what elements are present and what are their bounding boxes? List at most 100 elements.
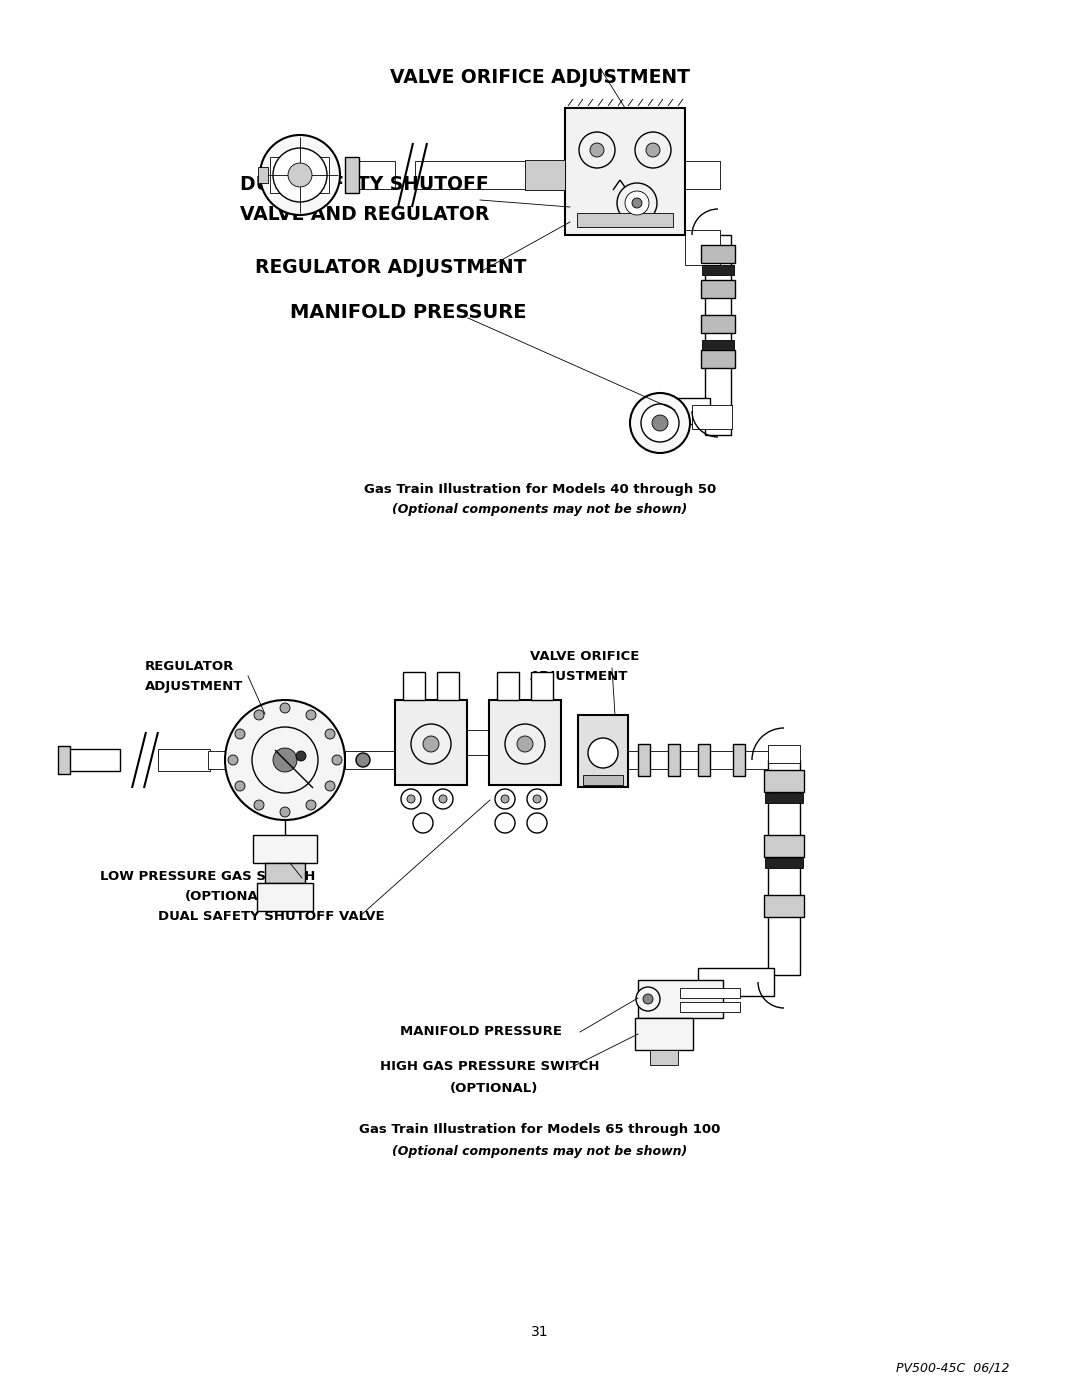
Circle shape — [643, 995, 653, 1004]
Text: REGULATOR ADJUSTMENT: REGULATOR ADJUSTMENT — [255, 258, 527, 277]
Circle shape — [407, 795, 415, 803]
Text: VALVE ORIFICE ADJUSTMENT: VALVE ORIFICE ADJUSTMENT — [390, 68, 690, 87]
Circle shape — [617, 183, 657, 224]
Circle shape — [280, 703, 291, 712]
Bar — [253, 835, 318, 863]
Bar — [733, 745, 745, 775]
Bar — [701, 244, 735, 263]
Bar — [650, 398, 710, 425]
Text: (OPTIONAL): (OPTIONAL) — [185, 890, 273, 902]
Bar — [768, 760, 800, 975]
Text: 31: 31 — [531, 1324, 549, 1338]
Circle shape — [646, 142, 660, 156]
Circle shape — [590, 142, 604, 156]
Bar — [65, 749, 120, 771]
Bar — [345, 752, 397, 768]
Bar — [158, 749, 210, 771]
Bar — [701, 314, 735, 332]
Bar — [765, 793, 804, 803]
Circle shape — [225, 700, 345, 820]
Circle shape — [438, 795, 447, 803]
Circle shape — [235, 781, 245, 791]
Bar — [415, 161, 530, 189]
Bar — [578, 715, 627, 787]
Bar — [531, 672, 553, 700]
Circle shape — [254, 800, 264, 810]
Text: DUAL SAFETY SHUTOFF VALVE: DUAL SAFETY SHUTOFF VALVE — [158, 909, 384, 923]
Bar — [583, 775, 623, 785]
Text: (Optional components may not be shown): (Optional components may not be shown) — [392, 1146, 688, 1158]
Circle shape — [636, 988, 660, 1011]
Text: Gas Train Illustration for Models 65 through 100: Gas Train Illustration for Models 65 thr… — [360, 1123, 720, 1137]
Bar — [257, 883, 313, 911]
Bar — [764, 770, 804, 792]
Text: MANIFOLD PRESSURE: MANIFOLD PRESSURE — [400, 1025, 562, 1038]
Bar — [698, 968, 774, 996]
Circle shape — [288, 163, 312, 187]
Bar — [638, 981, 723, 1018]
Circle shape — [433, 789, 453, 809]
Bar — [768, 745, 800, 763]
Circle shape — [332, 754, 342, 766]
Bar — [395, 700, 467, 785]
Circle shape — [632, 198, 642, 208]
Bar — [58, 746, 70, 774]
Circle shape — [325, 729, 335, 739]
Bar — [437, 672, 459, 700]
Circle shape — [630, 393, 690, 453]
Circle shape — [228, 754, 238, 766]
Bar — [497, 672, 519, 700]
Bar — [764, 895, 804, 916]
Bar — [764, 835, 804, 856]
Circle shape — [254, 710, 264, 719]
Bar — [313, 156, 329, 193]
Text: ADJUSTMENT: ADJUSTMENT — [530, 671, 629, 683]
Circle shape — [588, 738, 618, 768]
Bar — [705, 235, 731, 434]
Bar — [395, 752, 397, 768]
Circle shape — [579, 131, 615, 168]
Bar — [627, 752, 768, 768]
Bar — [698, 745, 710, 775]
Circle shape — [273, 148, 327, 203]
Text: MANIFOLD PRESSURE: MANIFOLD PRESSURE — [291, 303, 527, 321]
Circle shape — [527, 789, 546, 809]
Circle shape — [501, 795, 509, 803]
Circle shape — [306, 800, 316, 810]
Text: ADJUSTMENT: ADJUSTMENT — [145, 680, 243, 693]
Bar — [565, 108, 685, 235]
Bar — [208, 752, 226, 768]
Bar — [270, 156, 286, 193]
Bar — [692, 405, 732, 429]
Circle shape — [356, 753, 370, 767]
Bar — [403, 672, 426, 700]
Bar — [702, 339, 734, 351]
Text: (OPTIONAL): (OPTIONAL) — [450, 1083, 538, 1095]
Bar — [489, 752, 561, 768]
Bar — [701, 351, 735, 367]
Bar — [467, 731, 489, 754]
Bar — [680, 1002, 740, 1011]
Text: VALVE AND REGULATOR: VALVE AND REGULATOR — [240, 205, 489, 224]
Bar — [355, 161, 395, 189]
Bar — [685, 161, 720, 189]
Text: Gas Train Illustration for Models 40 through 50: Gas Train Illustration for Models 40 thr… — [364, 483, 716, 496]
Bar — [701, 279, 735, 298]
Text: REGULATOR: REGULATOR — [145, 659, 234, 673]
Circle shape — [495, 813, 515, 833]
Bar — [265, 863, 305, 883]
Circle shape — [401, 789, 421, 809]
Circle shape — [411, 724, 451, 764]
Circle shape — [495, 789, 515, 809]
Text: DUAL SAFETY SHUTOFF: DUAL SAFETY SHUTOFF — [240, 175, 489, 194]
Circle shape — [325, 781, 335, 791]
Bar — [258, 168, 268, 183]
Circle shape — [534, 795, 541, 803]
Circle shape — [527, 813, 546, 833]
Circle shape — [260, 136, 340, 215]
Bar — [765, 858, 804, 868]
Circle shape — [273, 747, 297, 773]
Circle shape — [635, 131, 671, 168]
Bar — [685, 231, 720, 265]
Bar — [635, 1018, 693, 1051]
